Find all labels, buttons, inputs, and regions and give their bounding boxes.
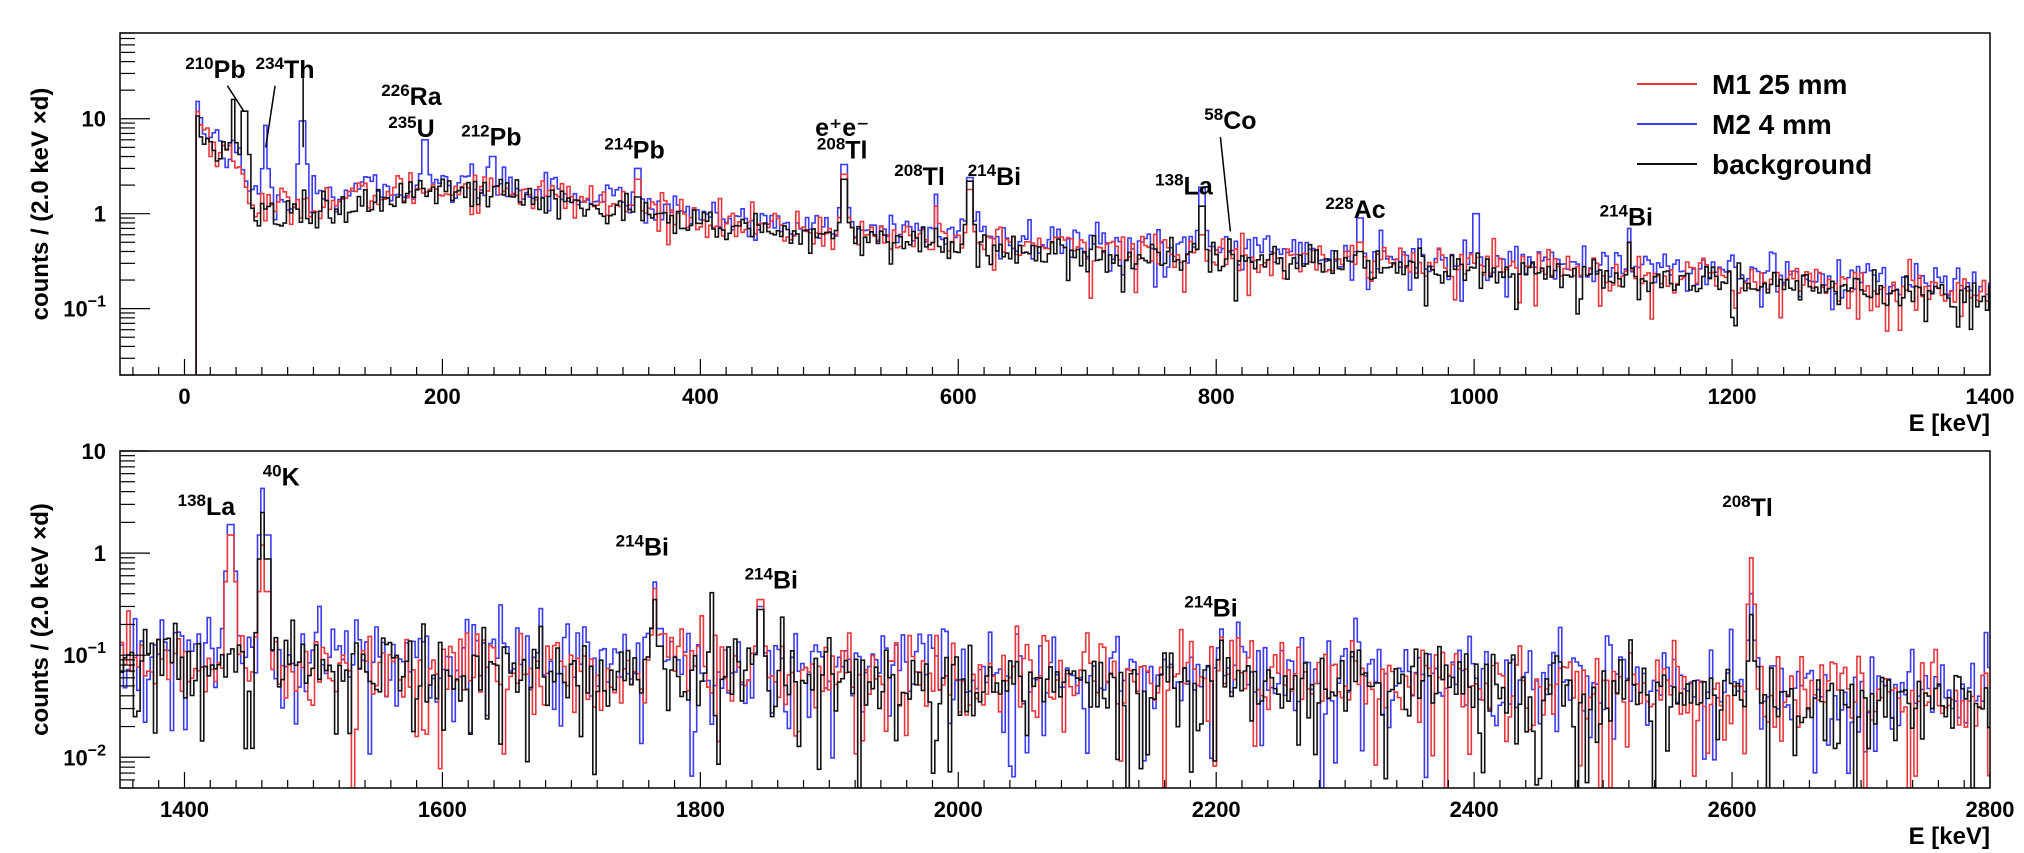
annotation-pointer-line [264, 85, 276, 148]
y-tick-label: 1 [94, 541, 106, 566]
x-tick-label: 600 [940, 384, 977, 409]
peak-label: 138La [1155, 170, 1214, 200]
x-tick-label: 1000 [1450, 384, 1499, 409]
x-tick-label: 2200 [1192, 797, 1241, 822]
y-tick-label: 10−1 [63, 294, 106, 322]
y-tick-label: 10−2 [63, 742, 106, 770]
peak-label: 40K [263, 461, 300, 491]
x-axis-title: E [keV] [1909, 823, 1990, 850]
legend: M1 25 mm M2 4 mm background [1637, 69, 1872, 180]
x-tick-label: 1600 [418, 797, 467, 822]
x-tick-label: 200 [424, 384, 461, 409]
peak-label: 228Ac [1325, 194, 1385, 224]
peak-label: 214Bi [616, 531, 669, 561]
x-axis-title: E [keV] [1909, 410, 1990, 437]
peak-label: 214Bi [745, 564, 798, 594]
peak-label: 226Ra [381, 81, 442, 111]
y-tick-label: 10−1 [63, 640, 106, 668]
peak-label: 214Bi [1600, 202, 1653, 232]
peak-label: 214Pb [604, 135, 664, 165]
x-tick-label: 2400 [1450, 797, 1499, 822]
plot-frame [119, 32, 1991, 376]
series-line-m2-4-mm [120, 487, 1990, 788]
x-tick-label: 2000 [934, 797, 983, 822]
peak-label: 235U [388, 113, 434, 143]
series-line-m2-4-mm [195, 100, 1990, 375]
legend-label: M2 4 mm [1712, 109, 1832, 140]
y-tick-label: 1 [94, 202, 106, 227]
legend-label: M1 25 mm [1712, 69, 1847, 100]
x-tick-label: 2600 [1708, 797, 1757, 822]
peak-label: 214Bi [1184, 592, 1237, 622]
bottom-panel: 10 1 10−1 10−2 1400 1600 1800 2000 2200 2400 2600 2… [27, 439, 2014, 850]
x-tick-label: 1200 [1708, 384, 1757, 409]
peak-label: 208Tl [1722, 492, 1773, 522]
peak-label: 234Th [256, 54, 315, 84]
x-tick-label: 400 [682, 384, 719, 409]
x-tick-label: 2800 [1966, 797, 2015, 822]
peak-label: e⁺e⁻ [815, 114, 869, 142]
peak-label: 58Co [1204, 105, 1256, 135]
peak-label: 212Pb [461, 122, 521, 152]
x-tick-label: 0 [178, 384, 190, 409]
annotation-pointer-line [1219, 136, 1232, 232]
annotation-pointer-line [226, 85, 245, 112]
peak-label: 138La [178, 491, 237, 521]
peak-label: 208Tl [894, 161, 945, 191]
peak-label: 210Pb [185, 54, 245, 84]
x-tick-label: 1400 [160, 797, 209, 822]
y-tick-label: 10 [82, 439, 106, 464]
y-axis-title: counts / (2.0 keV ×d) [27, 88, 54, 321]
plot-frame [119, 450, 1991, 789]
y-axis-title: counts / (2.0 keV ×d) [27, 503, 54, 736]
x-tick-label: 800 [1198, 384, 1235, 409]
x-tick-label: 1800 [676, 797, 725, 822]
peak-label: 208Tl [817, 135, 868, 165]
series-line-background [120, 511, 1990, 788]
x-tick-label: 1400 [1966, 384, 2015, 409]
y-tick-label: 10 [82, 107, 106, 132]
legend-label: background [1712, 149, 1872, 180]
peak-label: 214Bi [968, 161, 1021, 191]
series-line-background [195, 98, 1990, 375]
